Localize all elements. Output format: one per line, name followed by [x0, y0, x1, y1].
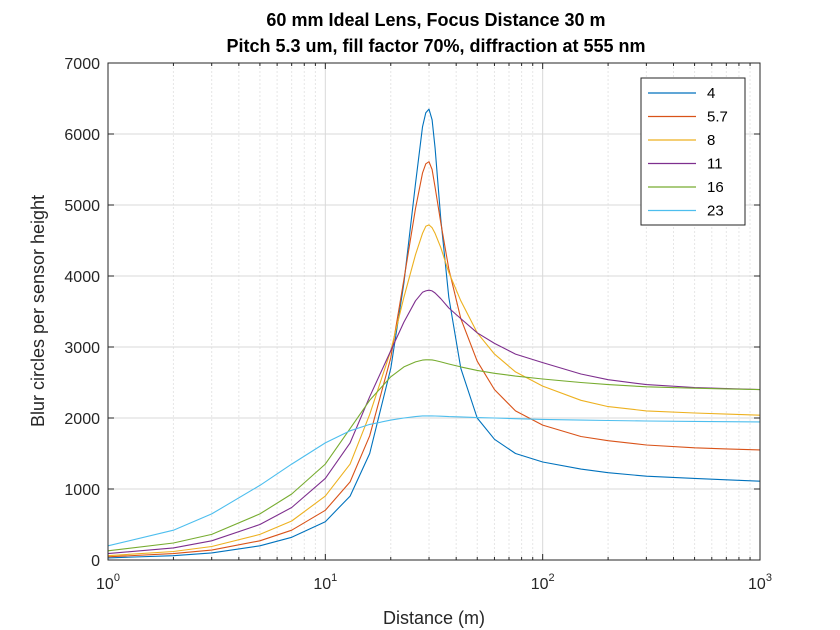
x-tick-label: 102 [531, 572, 555, 593]
y-tick-label: 5000 [64, 198, 100, 215]
y-tick-label: 0 [91, 553, 100, 570]
y-tick-labels: 0 1000 2000 3000 4000 5000 6000 7000 [64, 56, 100, 570]
plot-box [107, 62, 761, 561]
legend-box [640, 77, 746, 226]
y-tick-label: 3000 [64, 340, 100, 357]
series-line-16 [107, 359, 761, 552]
series-lines [107, 108, 761, 559]
series-line-4 [107, 108, 761, 559]
x-axis-label: Distance (m) [383, 608, 485, 628]
y-tick-label: 1000 [64, 482, 100, 499]
legend-label: 8 [707, 132, 715, 149]
legend-label: 23 [707, 203, 724, 220]
series-line-8 [107, 224, 761, 557]
legend-label: 4 [707, 85, 715, 102]
series-line-11 [107, 289, 761, 555]
series-line-23 [107, 415, 761, 547]
y-tick-label: 7000 [64, 56, 100, 73]
tick-marks [107, 62, 761, 561]
y-tick-label: 6000 [64, 127, 100, 144]
x-tick-label: 101 [313, 572, 337, 593]
y-tick-label: 4000 [64, 269, 100, 286]
series-line-5.7 [107, 161, 761, 558]
legend: 4 5.7 8 11 16 23 [640, 77, 746, 226]
legend-label: 11 [707, 156, 723, 173]
x-tick-label: 103 [748, 572, 772, 593]
y-axis-label: Blur circles per sensor height [28, 195, 48, 427]
legend-label: 16 [707, 179, 724, 196]
chart-title-line-2: Pitch 5.3 um, fill factor 70%, diffracti… [226, 36, 645, 56]
chart-title-line-1: 60 mm Ideal Lens, Focus Distance 30 m [266, 10, 605, 30]
legend-label: 5.7 [707, 109, 728, 126]
x-tick-label: 100 [96, 572, 120, 593]
y-tick-label: 2000 [64, 411, 100, 428]
x-tick-labels: 100 101 102 103 [96, 572, 772, 593]
